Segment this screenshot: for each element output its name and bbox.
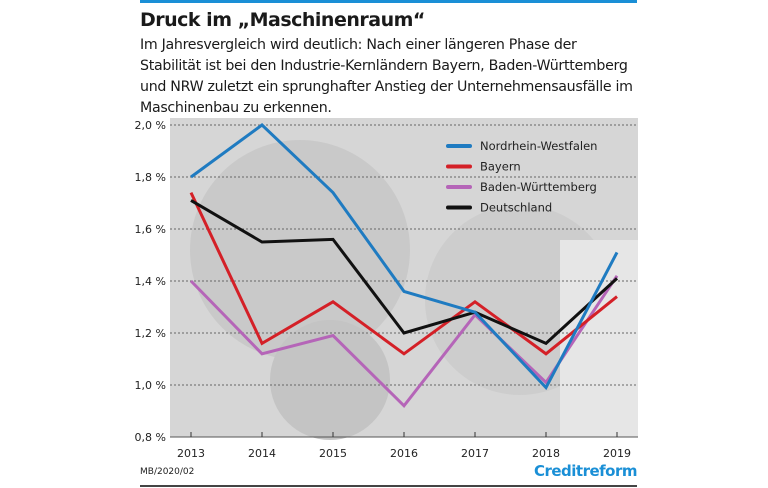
x-tick-label: 2014 bbox=[248, 447, 276, 460]
y-tick-label: 0,8 % bbox=[135, 431, 166, 444]
series-line-bayern bbox=[189, 191, 618, 356]
series-line-baden-w-rttemberg bbox=[189, 274, 619, 409]
creditreform-logo: Creditreform bbox=[533, 462, 638, 480]
chart-subtitle: Im Jahresvergleich wird deutlich: Nach e… bbox=[140, 37, 633, 116]
y-tick-label: 1,4 % bbox=[135, 275, 166, 288]
x-tick-label: 2017 bbox=[461, 447, 489, 460]
y-tick-label: 1,8 % bbox=[135, 171, 166, 184]
chart-title: Druck im „Maschinenraum“ bbox=[140, 9, 425, 31]
series-line-nordrhein-westfalen bbox=[190, 123, 619, 391]
x-tick-label: 2016 bbox=[390, 447, 418, 460]
legend-label: Nordrhein-Westfalen bbox=[480, 139, 597, 153]
bottom-rule bbox=[140, 485, 637, 487]
accent-bar bbox=[140, 0, 637, 3]
y-tick-label: 1,2 % bbox=[135, 327, 166, 340]
legend-label: Baden-Württemberg bbox=[480, 180, 597, 194]
x-tick-label: 2019 bbox=[603, 447, 631, 460]
legend-label: Deutschland bbox=[480, 201, 552, 215]
legend-label: Bayern bbox=[480, 160, 521, 174]
y-tick-label: 1,0 % bbox=[135, 379, 166, 392]
series-line-deutschland bbox=[190, 199, 619, 346]
y-tick-label: 2,0 % bbox=[135, 119, 166, 132]
x-tick-label: 2015 bbox=[319, 447, 347, 460]
source-code: MB/2020/02 bbox=[140, 467, 195, 477]
x-tick-label: 2013 bbox=[177, 447, 205, 460]
x-tick-label: 2018 bbox=[532, 447, 560, 460]
plot-background bbox=[170, 118, 638, 440]
y-tick-label: 1,6 % bbox=[135, 223, 166, 236]
